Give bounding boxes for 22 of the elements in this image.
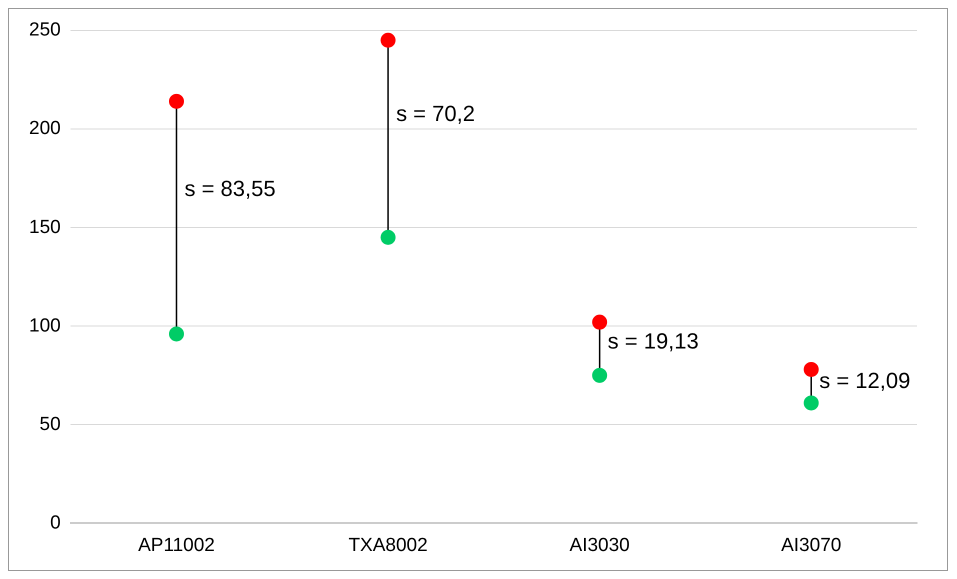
point	[380, 32, 396, 48]
annotation: s = 70,2	[396, 101, 475, 126]
annotation: s = 19,13	[608, 328, 699, 354]
annotation: s = 83,55	[184, 176, 276, 201]
y-tick-label: 100	[29, 315, 61, 336]
point	[592, 314, 608, 330]
x-tick-label: TXA8002	[348, 534, 428, 556]
point	[380, 230, 396, 245]
x-tick-label: AP11002	[138, 534, 215, 556]
point	[592, 368, 608, 383]
y-tick-label: 250	[29, 20, 61, 41]
y-tick-label: 50	[40, 414, 61, 435]
point	[804, 362, 819, 377]
annotation: s = 12,09	[819, 368, 910, 394]
point	[168, 94, 184, 109]
x-tick-label: AI3030	[570, 534, 630, 556]
point	[168, 326, 184, 342]
point	[804, 395, 819, 410]
y-tick-label: 0	[50, 512, 61, 534]
x-tick-label: AI3070	[781, 534, 842, 556]
y-tick-label: 150	[29, 216, 61, 238]
y-tick-label: 200	[29, 118, 61, 140]
